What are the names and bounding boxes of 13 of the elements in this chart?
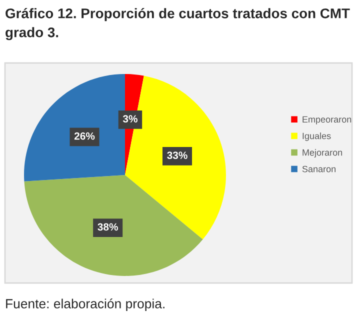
source-note: Fuente: elaboración propia. xyxy=(6,298,164,311)
legend-label: Mejoraron xyxy=(302,149,342,158)
data-label: 3% xyxy=(122,115,138,123)
pie-slice xyxy=(125,76,226,240)
legend-label: Empeoraron xyxy=(302,116,352,124)
pie-slice xyxy=(24,175,203,276)
data-label: 33% xyxy=(167,152,188,159)
pie-slice xyxy=(24,74,125,182)
legend-label: Sanaron xyxy=(302,166,336,172)
data-label: 38% xyxy=(98,223,118,231)
legend-label: Iguales xyxy=(302,132,331,141)
chart-title: Gráfico 12. Proporción de cuartos tratados con CMT grado 3. xyxy=(6,8,350,40)
data-label: 26% xyxy=(74,132,95,140)
